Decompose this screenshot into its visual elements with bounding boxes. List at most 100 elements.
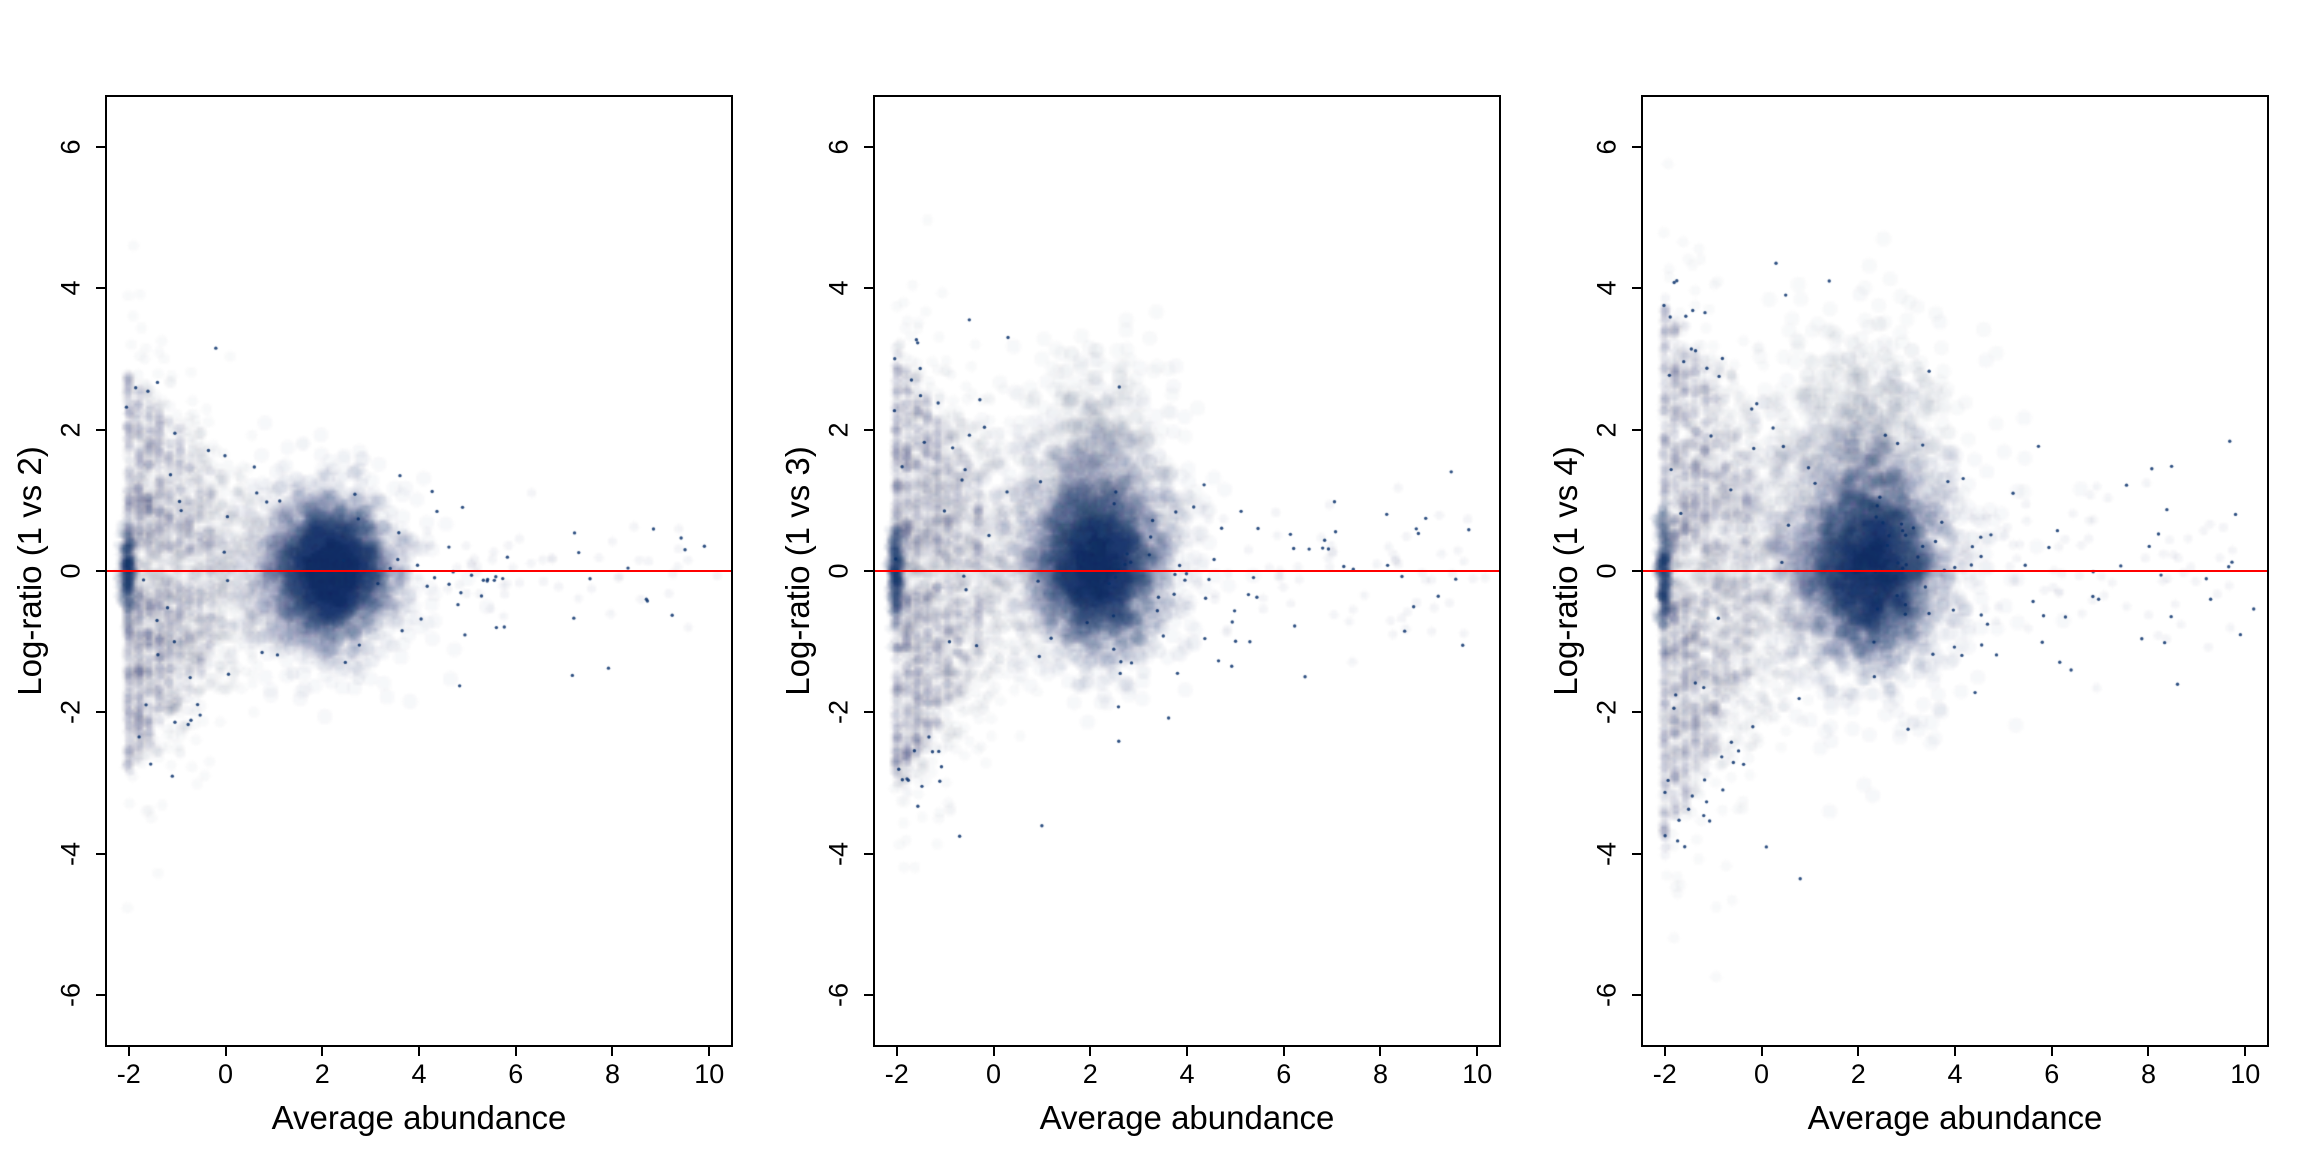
x-tick-mark [1857,1047,1860,1056]
y-tick-label: -6 [55,983,86,1008]
x-tick-label: 2 [314,1059,330,1089]
x-tick-label: 4 [1179,1059,1195,1089]
y-tick-mark [1632,428,1641,431]
y-tick-label: -2 [1591,700,1622,725]
y-tick-label: -6 [823,983,854,1008]
x-tick-label: 0 [1753,1059,1770,1089]
x-tick-label: -2 [884,1059,909,1089]
x-tick-label: 6 [2044,1059,2060,1089]
y-tick-label: 4 [55,280,86,296]
y-tick-mark [864,852,873,855]
x-tick-mark [992,1047,995,1056]
y-tick-label: -4 [1591,841,1622,866]
y-tick-label: -2 [823,700,854,725]
x-tick-label: 0 [217,1059,234,1089]
x-tick-label: 0 [985,1059,1002,1089]
y-tick-mark [96,711,105,714]
y-tick-mark [864,570,873,572]
x-tick-label: 6 [508,1059,524,1089]
x-tick-mark [2147,1047,2150,1056]
x-tick-label: 2 [1850,1059,1866,1089]
x-tick-mark [611,1047,614,1056]
ma-plot-panel-1-vs-4: Log-ratio (1 vs 4) Average abundance -2 0… [1536,0,2304,1152]
y-tick-label: 0 [55,563,86,579]
x-tick-mark [1476,1047,1479,1056]
y-tick-mark [864,428,873,431]
y-tick-mark [864,145,873,148]
x-tick-mark [1663,1047,1666,1056]
y-tick-label: -6 [1591,983,1622,1008]
x-tick-mark [1379,1047,1382,1056]
y-tick-mark [96,287,105,289]
y-tick-label: 0 [1591,563,1622,579]
x-axis-title: Average abundance [271,1099,567,1136]
x-tick-mark [1186,1047,1188,1056]
y-tick-label: 4 [1591,280,1622,296]
x-tick-mark [1089,1047,1092,1056]
x-tick-mark [1760,1047,1763,1056]
y-tick-mark [96,994,105,997]
x-tick-label: 10 [1462,1059,1493,1089]
reference-line [107,570,731,572]
plot-area [873,95,1501,1047]
y-tick-label: 4 [823,280,854,296]
plot-area [1641,95,2269,1047]
y-tick-mark [96,852,105,855]
x-tick-mark [514,1047,517,1056]
x-tick-label: -2 [116,1059,141,1089]
y-axis-title: Log-ratio (1 vs 3) [779,446,816,696]
x-tick-label: 8 [604,1059,620,1089]
reference-line [875,570,1499,572]
y-tick-mark [1632,145,1641,148]
x-tick-label: -2 [1652,1059,1677,1089]
y-tick-mark [1632,570,1641,572]
x-tick-mark [1282,1047,1285,1056]
y-tick-mark [96,428,105,431]
x-tick-mark [895,1047,898,1056]
x-tick-label: 6 [1276,1059,1292,1089]
y-tick-mark [1632,852,1641,855]
reference-line [1643,570,2267,572]
y-tick-label: 2 [55,421,86,438]
y-tick-label: -4 [55,841,86,866]
x-tick-mark [2244,1047,2247,1056]
x-tick-mark [2050,1047,2053,1056]
ma-plot-panel-1-vs-2: Log-ratio (1 vs 2) Average abundance -2 0… [0,0,768,1152]
y-tick-label: 6 [55,139,86,155]
y-tick-label: -2 [55,700,86,725]
y-tick-label: 2 [1591,421,1622,438]
y-tick-mark [1632,287,1641,289]
y-tick-label: 0 [823,563,854,579]
x-tick-mark [1954,1047,1956,1056]
x-tick-mark [224,1047,227,1056]
y-tick-mark [96,570,105,572]
x-tick-label: 4 [1947,1059,1963,1089]
y-tick-mark [1632,994,1641,997]
y-tick-mark [864,711,873,714]
x-tick-label: 10 [694,1059,725,1089]
y-tick-mark [1632,711,1641,714]
y-tick-label: 6 [823,139,854,155]
x-tick-mark [708,1047,711,1056]
x-tick-label: 8 [2140,1059,2156,1089]
y-tick-mark [864,994,873,997]
x-tick-mark [127,1047,130,1056]
plot-area [105,95,733,1047]
y-tick-mark [864,287,873,289]
y-tick-label: -4 [823,841,854,866]
x-tick-label: 2 [1082,1059,1098,1089]
ma-plot-panel-1-vs-3: Log-ratio (1 vs 3) Average abundance -2 0… [768,0,1536,1152]
x-tick-label: 4 [411,1059,427,1089]
y-tick-label: 2 [823,421,854,438]
x-axis-title: Average abundance [1039,1099,1335,1136]
y-axis-title: Log-ratio (1 vs 2) [11,446,48,696]
x-axis-title: Average abundance [1807,1099,2103,1136]
y-tick-mark [96,145,105,148]
x-tick-label: 8 [1372,1059,1388,1089]
x-tick-mark [418,1047,420,1056]
y-axis-title: Log-ratio (1 vs 4) [1547,446,1584,696]
y-tick-label: 6 [1591,139,1622,155]
x-tick-mark [321,1047,324,1056]
x-tick-label: 10 [2230,1059,2261,1089]
